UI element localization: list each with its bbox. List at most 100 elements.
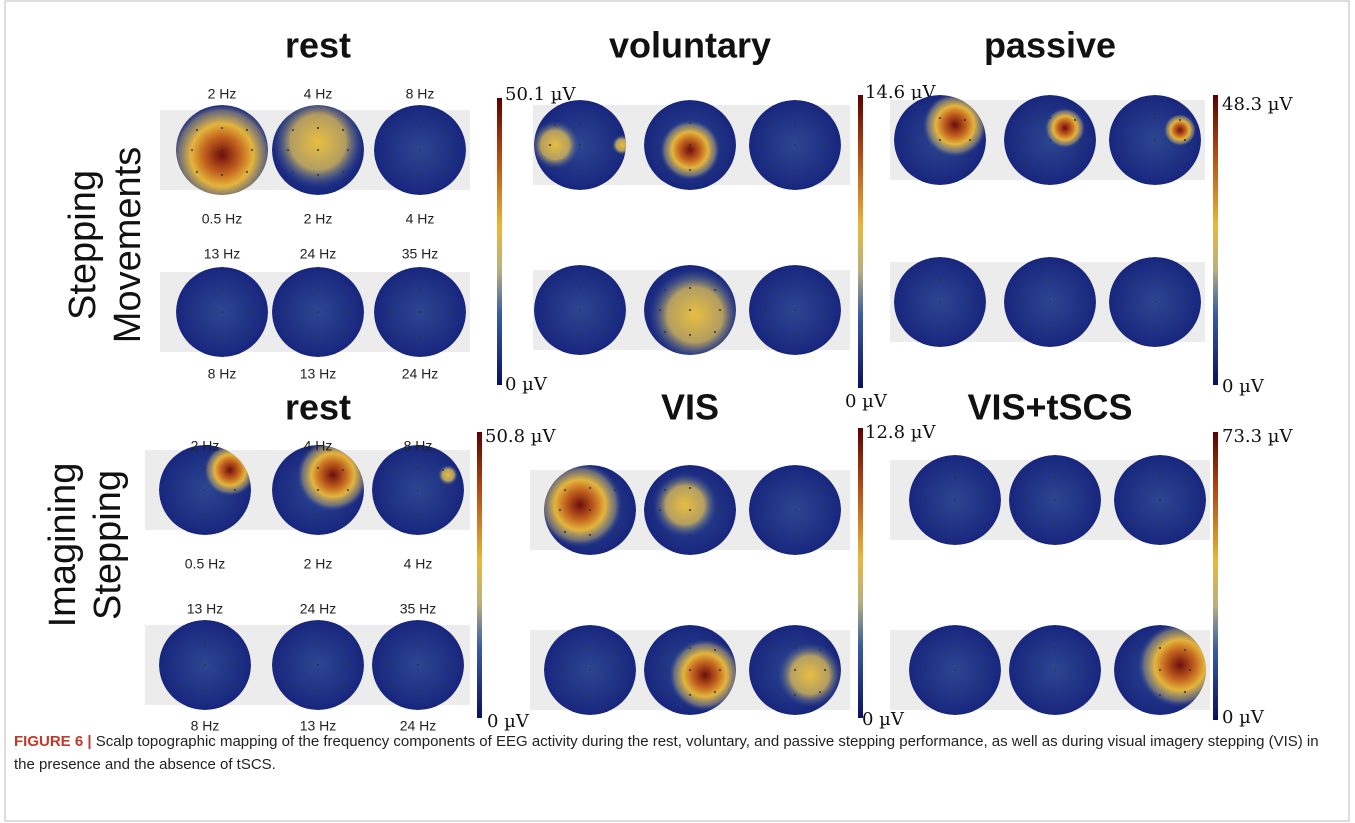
scalp-map (749, 465, 841, 555)
electrode (769, 331, 771, 333)
electrode (824, 509, 826, 511)
electrode (221, 289, 223, 291)
electrode (1154, 301, 1156, 303)
activity-spot (534, 121, 579, 169)
caption-label: FIGURE 6 | (14, 733, 92, 750)
electrode (1134, 649, 1136, 651)
electrode (689, 487, 691, 489)
electrode (419, 149, 421, 151)
electrode (794, 509, 796, 511)
scalp-map (894, 95, 986, 185)
electrode (417, 689, 419, 691)
electrode (689, 334, 691, 336)
electrode (1019, 139, 1021, 141)
electrode (914, 161, 916, 163)
electrode (392, 644, 394, 646)
electrode (174, 489, 176, 491)
electrode (719, 669, 721, 671)
electrode (417, 489, 419, 491)
activity-spot (1164, 114, 1196, 146)
electrode (769, 691, 771, 693)
electrode (764, 509, 766, 511)
electrode (1029, 479, 1031, 481)
electrode (1159, 647, 1161, 649)
electrode (769, 649, 771, 651)
scalp-map (1009, 625, 1101, 715)
frequency-label: 35 Hz (402, 246, 439, 262)
electrode (419, 336, 421, 338)
electrode (769, 289, 771, 291)
electrode (417, 514, 419, 516)
electrode (1134, 691, 1136, 693)
electrode (924, 669, 926, 671)
colorbar-max-label: 14.6 µV (865, 82, 936, 103)
activity-spot (649, 269, 736, 355)
electrode (292, 686, 294, 688)
electrode (1024, 499, 1026, 501)
electrode (1129, 669, 1131, 671)
electrode (964, 161, 966, 163)
electrode (1054, 669, 1056, 671)
activity-spot (669, 639, 736, 711)
electrode (1049, 139, 1051, 141)
electrode (659, 309, 661, 311)
electrode (794, 647, 796, 649)
scalp-map (644, 465, 736, 555)
electrode (714, 331, 716, 333)
electrode (221, 336, 223, 338)
electrode (939, 139, 941, 141)
colorbar-max-label: 73.3 µV (1222, 426, 1293, 447)
frequency-label: 4 Hz (304, 86, 333, 102)
electrode (1049, 164, 1051, 166)
electrode (819, 124, 821, 126)
frequency-label: 13 Hz (204, 246, 241, 262)
electrode (317, 311, 319, 313)
electrode (292, 171, 294, 173)
electrode (579, 334, 581, 336)
electrode (342, 686, 344, 688)
electrode (689, 694, 691, 696)
electrode (196, 171, 198, 173)
electrode (764, 144, 766, 146)
electrode (1184, 649, 1186, 651)
electrode (1129, 323, 1131, 325)
electrode (246, 333, 248, 335)
scalp-map (374, 105, 466, 195)
electrode (1129, 119, 1131, 121)
electrode (317, 514, 319, 516)
electrode (179, 686, 181, 688)
colorbar-min-label: 0 µV (1222, 707, 1265, 728)
electrode (229, 511, 231, 513)
electrode (689, 309, 691, 311)
electrode (394, 291, 396, 293)
electrode (1054, 477, 1056, 479)
electrode (1184, 521, 1186, 523)
activity-spot (544, 465, 622, 547)
electrode (1074, 119, 1076, 121)
electrode (292, 511, 294, 513)
scalp-map (272, 105, 364, 195)
panel-title: VIS+tSCS (967, 387, 1132, 428)
electrode (664, 331, 666, 333)
electrode (1029, 691, 1031, 693)
electrode (317, 336, 319, 338)
row-label: Imagining (42, 463, 84, 628)
electrode (1124, 301, 1126, 303)
frequency-label: 0.5 Hz (185, 556, 225, 572)
electrode (196, 129, 198, 131)
frequency-label: 24 Hz (402, 366, 439, 382)
scalp-map (372, 620, 464, 710)
frequency-label: 4 Hz (406, 211, 435, 227)
electrode (196, 291, 198, 293)
figure-border (4, 0, 1350, 822)
electrode (714, 166, 716, 168)
panel-title: VIS (661, 387, 719, 428)
electrode (794, 287, 796, 289)
electrode (1179, 281, 1181, 283)
electrode (549, 309, 551, 311)
electrode (1054, 694, 1056, 696)
row-label: Stepping (87, 470, 129, 620)
electrode (221, 149, 223, 151)
frequency-label: 4 Hz (404, 556, 433, 572)
electrode (347, 664, 349, 666)
